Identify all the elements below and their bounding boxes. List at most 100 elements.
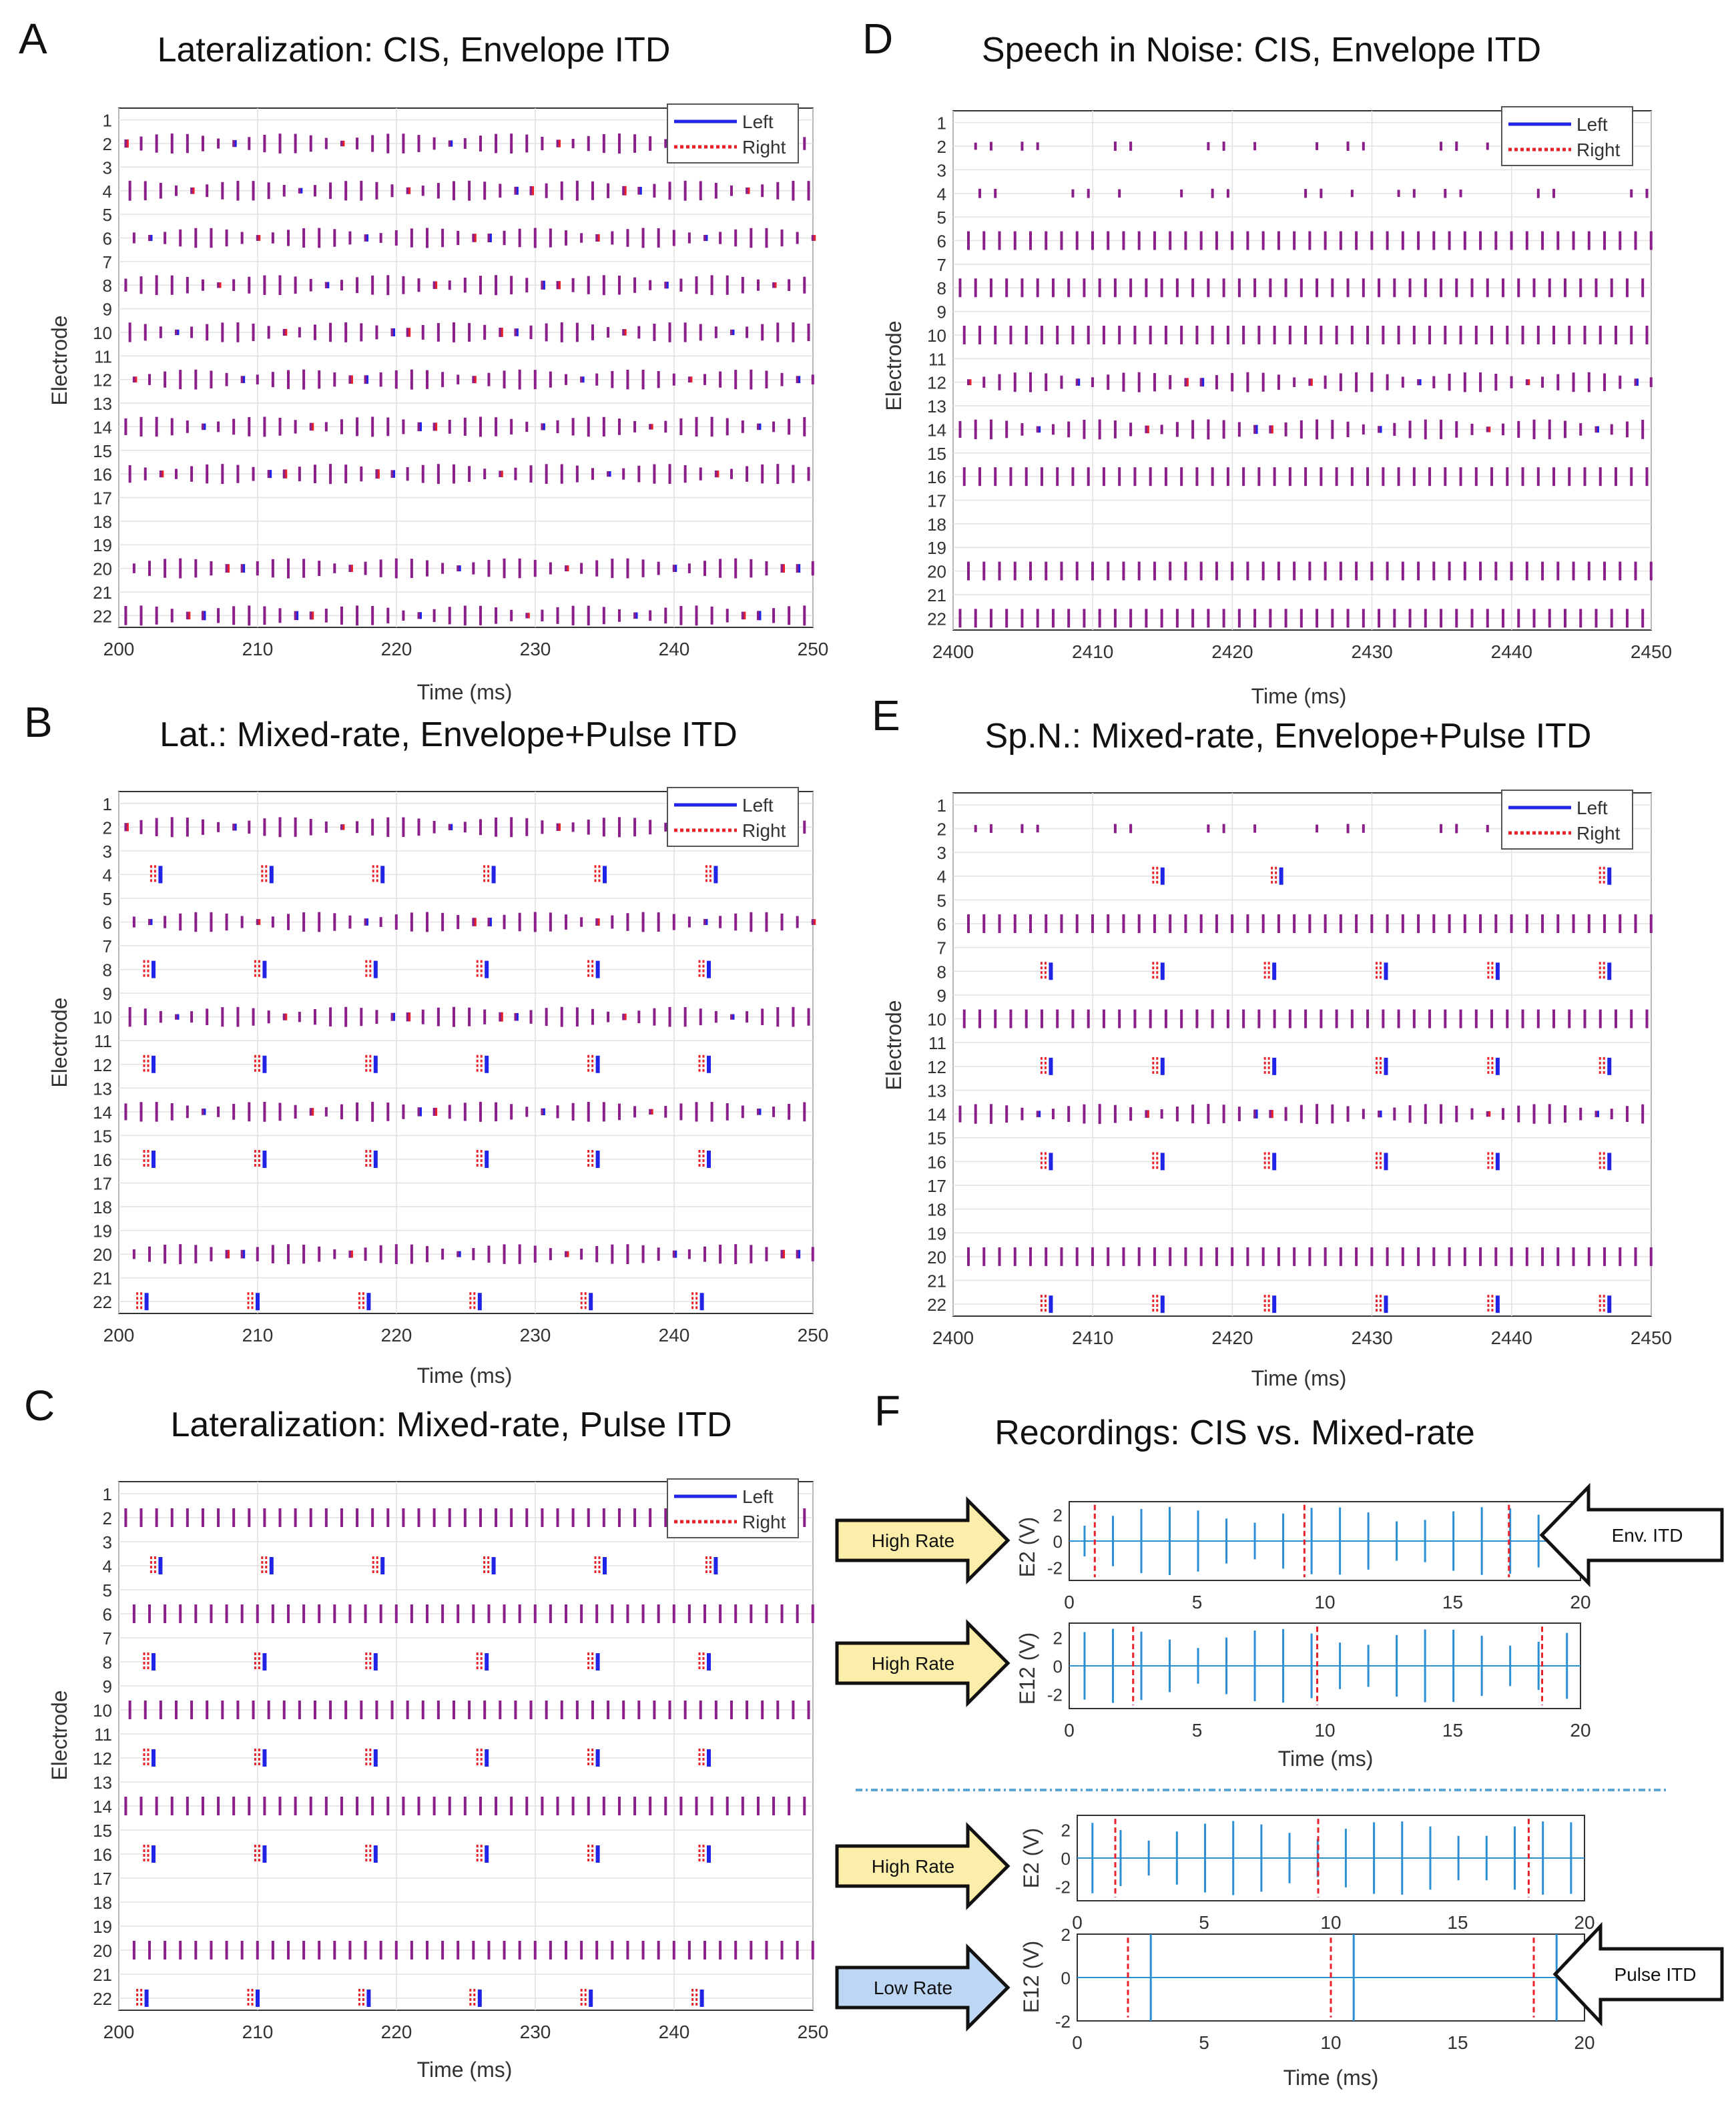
y-tick-label: 22 <box>93 606 112 626</box>
y-tick-label: 22 <box>927 609 946 629</box>
electrode-20-pulses <box>132 558 814 579</box>
y-tick-label: 21 <box>93 583 112 603</box>
electrode-4-pulses <box>150 865 718 884</box>
electrode-20-pulses <box>132 1941 814 1960</box>
x-tick-label: 20 <box>1574 1912 1595 1933</box>
y-tick-label: 9 <box>103 984 112 1004</box>
y-tick-label: 3 <box>103 1532 112 1552</box>
legend-left-label: Left <box>1576 114 1608 135</box>
electrode-4-pulses <box>128 180 810 201</box>
electrode-12-pulses <box>132 369 814 390</box>
electrode-14-pulses <box>958 1104 1645 1125</box>
y-tick-label: 1 <box>937 796 946 816</box>
x-tick-label: 10 <box>1320 2032 1341 2053</box>
y-tick-label: 22 <box>93 1292 112 1312</box>
f4-ylabel: E12 (V) <box>1019 1941 1043 2013</box>
y-tick-label: 15 <box>927 1129 946 1149</box>
legend-b: Left Right <box>667 787 799 847</box>
y-tick-label: 20 <box>93 559 112 579</box>
legend-right-label: Right <box>742 137 786 158</box>
legend-right-label: Right <box>1576 139 1621 160</box>
y-tick-label: 8 <box>937 962 946 982</box>
f2-xlabel: Time (ms) <box>1278 1747 1374 1771</box>
y-tick-label: 5 <box>937 208 946 228</box>
x-tick-label: 10 <box>1320 1912 1341 1933</box>
y-tick-label: 11 <box>928 1033 946 1053</box>
x-tick-label: 210 <box>242 1325 274 1345</box>
electrode-10-pulses <box>962 1009 1649 1028</box>
x-tick-label: 5 <box>1192 1720 1203 1741</box>
y-tick-label: 18 <box>93 1893 112 1913</box>
y-tick-label: 6 <box>937 914 946 934</box>
y-tick-label: 21 <box>93 1965 112 1985</box>
y-tick-label: 14 <box>927 420 946 440</box>
x-tick-label: 0 <box>1064 1720 1075 1741</box>
ylabel-c: Electrode <box>47 1690 71 1780</box>
y-tick-label: 4 <box>103 865 112 885</box>
y-tick-label: 8 <box>103 960 112 980</box>
y-tick-label: 0 <box>1061 1849 1071 1869</box>
y-tick-label: 15 <box>927 444 946 464</box>
electrode-14-pulses <box>958 419 1645 440</box>
electrode-20-pulses <box>967 1247 1653 1266</box>
y-tick-label: 5 <box>937 890 946 910</box>
electrode-8-pulses <box>143 1653 711 1671</box>
x-tick-label: 200 <box>103 2022 135 2042</box>
y-tick-label: 16 <box>93 465 112 485</box>
electrode-10-pulses <box>128 1006 810 1027</box>
y-tick-label: 2 <box>1053 1506 1063 1526</box>
y-tick-label: 2 <box>1061 1925 1071 1945</box>
electrode-8-pulses <box>958 278 1645 298</box>
y-tick-label: 13 <box>927 1081 946 1101</box>
arrow-high-rate-label: High Rate <box>872 1653 955 1674</box>
y-tick-label: 12 <box>927 373 946 393</box>
y-tick-label: 13 <box>93 1079 112 1099</box>
y-tick-label: 4 <box>103 1556 112 1576</box>
y-tick-label: 21 <box>927 1271 946 1291</box>
electrode-8-pulses <box>143 960 711 979</box>
x-tick-label: 230 <box>520 2022 551 2042</box>
y-tick-label: 18 <box>927 1200 946 1220</box>
plot-area <box>118 1481 814 2011</box>
panel-letter-a: A <box>19 15 47 63</box>
y-tick-label: 9 <box>937 986 946 1006</box>
y-tick-label: 18 <box>927 515 946 535</box>
x-tick-label: 15 <box>1442 1720 1463 1741</box>
y-tick-label: 3 <box>937 160 946 180</box>
panel-letter-f: F <box>874 1387 900 1435</box>
electrode-12-pulses <box>143 1749 711 1767</box>
y-tick-label: 12 <box>93 1055 112 1075</box>
y-tick-label: 7 <box>103 1628 112 1648</box>
legend-right-label: Right <box>742 1512 786 1532</box>
arrow-high-rate-3: High Rate <box>835 1821 1010 1911</box>
legend-left-label: Left <box>742 795 774 816</box>
arrow-low-rate: Low Rate <box>835 1943 1010 2032</box>
electrode-10-pulses <box>128 322 810 342</box>
y-tick-label: 6 <box>103 913 112 933</box>
x-tick-label: 0 <box>1072 2032 1083 2053</box>
electrode-6-pulses <box>132 228 816 248</box>
f1-ylabel: E2 (V) <box>1015 1517 1039 1578</box>
electrode-16-pulses <box>143 1149 711 1169</box>
electrode-4-pulses <box>150 1556 718 1575</box>
legend-left-label: Left <box>742 1486 774 1507</box>
y-tick-label: 4 <box>937 867 946 887</box>
x-tick-label: 15 <box>1447 2032 1468 2053</box>
y-tick-label: 14 <box>93 1103 112 1123</box>
f4-xlabel: Time (ms) <box>1283 2066 1379 2090</box>
x-tick-label: 2420 <box>1211 1327 1253 1348</box>
electrode-14-pulses <box>124 416 806 437</box>
electrode-12-pulses <box>1040 1057 1612 1076</box>
legend-a: Left Right <box>667 103 799 164</box>
x-tick-label: 230 <box>520 639 551 659</box>
x-tick-label: 2430 <box>1351 1327 1392 1348</box>
x-tick-label: 200 <box>103 1325 135 1345</box>
y-tick-label: 3 <box>103 158 112 178</box>
y-tick-label: 9 <box>937 302 946 322</box>
y-tick-label: 5 <box>103 205 112 225</box>
y-tick-label: 22 <box>927 1295 946 1315</box>
arrow-pulse-itd-label: Pulse ITD <box>1615 1964 1697 1985</box>
y-tick-label: 5 <box>103 889 112 909</box>
